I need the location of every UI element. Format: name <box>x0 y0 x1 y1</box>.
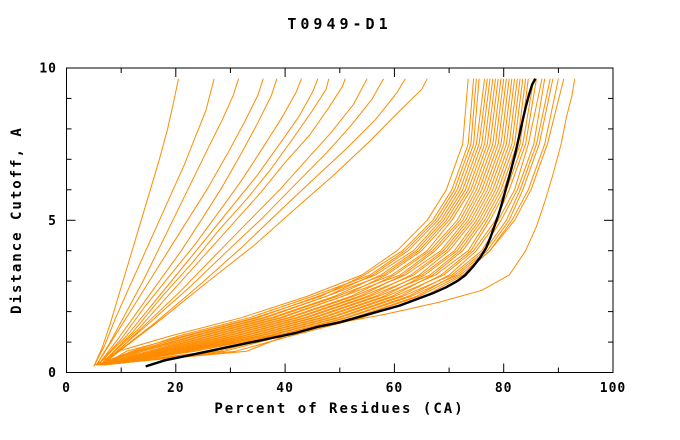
model-curve <box>98 78 319 364</box>
model-curve <box>99 78 537 366</box>
model-curve <box>95 78 507 366</box>
x-tick-label-100: 100 <box>600 381 626 396</box>
model-curve <box>104 78 494 366</box>
model-curve <box>101 78 488 366</box>
model-curve <box>93 78 215 367</box>
model-curve <box>104 78 406 363</box>
model-curve <box>96 78 496 366</box>
model-curve <box>100 78 565 366</box>
model-curve <box>98 78 278 364</box>
x-tick-label-80: 80 <box>495 381 513 396</box>
model-curve <box>101 78 535 366</box>
model-curve <box>96 78 240 366</box>
model-curve <box>96 78 264 366</box>
y-tick-label-5: 5 <box>48 214 57 229</box>
model-curve <box>101 78 330 364</box>
model-curve <box>97 78 546 366</box>
y-tick-label-10: 10 <box>39 62 57 77</box>
model-curve <box>96 78 524 366</box>
model-curve <box>98 78 302 364</box>
model-curve <box>98 78 486 366</box>
model-curve <box>95 78 491 366</box>
model-curve <box>107 78 428 361</box>
reference-curve <box>145 78 537 368</box>
model-curve <box>96 78 477 366</box>
model-curve <box>94 78 469 366</box>
model-curve <box>99 78 518 366</box>
x-axis-title: Percent of Residues (CA) <box>214 401 465 417</box>
model-curve <box>104 78 384 363</box>
x-tick-label-0: 0 <box>62 381 71 396</box>
model-curve <box>100 78 499 366</box>
model-curve <box>101 78 346 364</box>
x-tick-label-40: 40 <box>276 381 294 396</box>
model-curve <box>101 78 516 366</box>
chart-title: T0949-D1 <box>287 15 392 33</box>
x-tick-label-20: 20 <box>167 381 185 396</box>
model-curve <box>105 78 527 366</box>
y-tick-label-0: 0 <box>48 366 57 381</box>
model-curve <box>103 78 475 366</box>
model-curve <box>97 78 513 366</box>
model-curve <box>93 78 179 367</box>
model-curve <box>100 78 480 366</box>
model-curve <box>103 78 521 366</box>
model-curve <box>104 78 368 364</box>
model-curve <box>98 78 502 366</box>
model-curve <box>105 78 551 366</box>
x-tick-label-60: 60 <box>386 381 404 396</box>
model-curve <box>102 78 505 366</box>
model-curve <box>104 78 576 364</box>
model-curve <box>104 78 510 366</box>
